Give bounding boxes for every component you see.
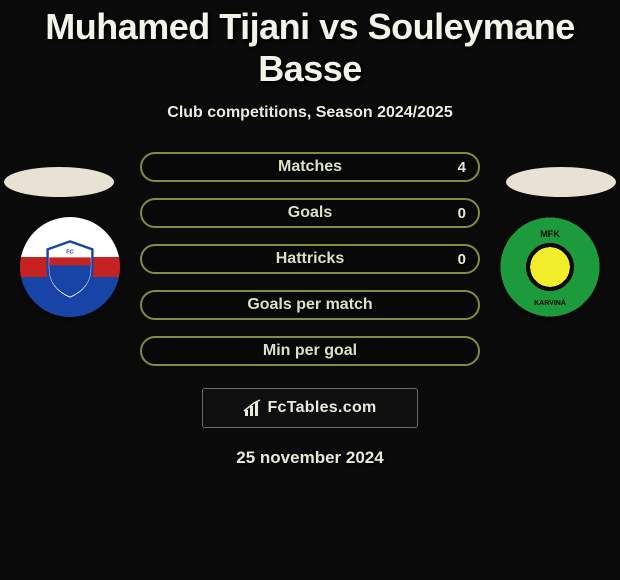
stat-right-value: 4 <box>458 159 466 176</box>
stat-row-goals: Goals 0 <box>140 198 480 228</box>
stat-row-goals-per-match: Goals per match <box>140 290 480 320</box>
stat-label: Min per goal <box>263 342 357 360</box>
svg-text:KARVINÁ: KARVINÁ <box>534 298 566 307</box>
stat-row-matches: Matches 4 <box>140 152 480 182</box>
stat-row-hattricks: Hattricks 0 <box>140 244 480 274</box>
player-slot-right <box>506 167 616 197</box>
stat-label: Matches <box>278 158 342 176</box>
bar-chart-icon <box>243 398 263 418</box>
svg-text:FC: FC <box>66 249 73 255</box>
banik-crest-icon: FC <box>30 227 110 307</box>
stat-row-min-per-goal: Min per goal <box>140 336 480 366</box>
stat-label: Goals <box>288 204 332 222</box>
player-slot-left <box>4 167 114 197</box>
stat-right-value: 0 <box>458 205 466 222</box>
stat-rows: Matches 4 Goals 0 Hattricks 0 Goals per … <box>140 152 480 366</box>
page-title: Muhamed Tijani vs Souleymane Basse <box>0 0 620 90</box>
team-badge-left: FC <box>20 217 120 317</box>
karvina-crest-icon: MFK KARVINÁ <box>500 217 600 317</box>
generated-date: 25 november 2024 <box>0 448 620 468</box>
stat-label: Hattricks <box>276 250 344 268</box>
stat-label: Goals per match <box>247 296 372 314</box>
comparison-arena: FC MFK KARVINÁ Matches 4 Goals 0 Hattric… <box>0 152 620 366</box>
subtitle: Club competitions, Season 2024/2025 <box>0 104 620 122</box>
brand-text: FcTables.com <box>267 399 376 417</box>
team-badge-right: MFK KARVINÁ <box>500 217 600 317</box>
stat-right-value: 0 <box>458 251 466 268</box>
brand-card: FcTables.com <box>202 388 418 428</box>
svg-text:MFK: MFK <box>540 229 560 239</box>
